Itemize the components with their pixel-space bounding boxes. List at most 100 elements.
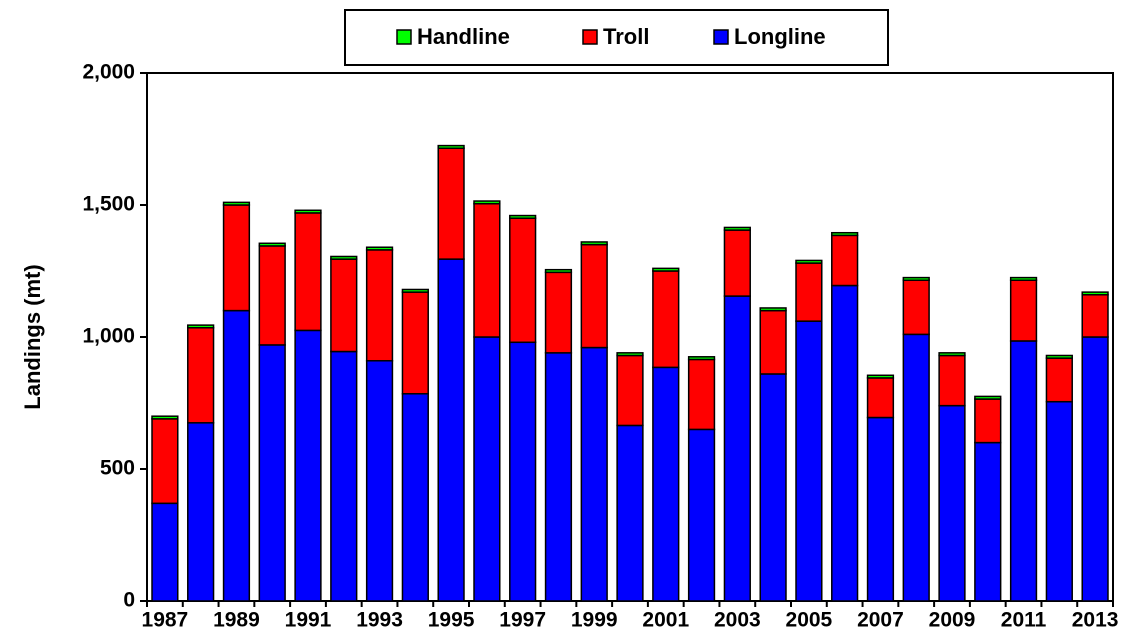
- bar-segment: [759, 307, 787, 312]
- x-tick-label: 2001: [642, 609, 689, 632]
- bar-segment: [1045, 357, 1073, 403]
- bar-segment: [795, 320, 823, 602]
- bar-segment: [258, 242, 286, 247]
- x-tick-label: 2007: [857, 609, 904, 632]
- bar-segment: [222, 201, 251, 206]
- bar-segment: [258, 245, 286, 346]
- bar-segment: [795, 259, 823, 264]
- bar-segment: [222, 309, 251, 602]
- y-tick-label: 1,500: [82, 193, 135, 216]
- bar-segment: [365, 246, 394, 251]
- bar-segment: [902, 279, 930, 336]
- bar-segment: [652, 267, 680, 272]
- bar-segment: [365, 249, 394, 362]
- bar-segment: [330, 258, 358, 353]
- bar-segment: [151, 502, 179, 602]
- bar-segment: [866, 374, 895, 379]
- bar-segment: [938, 404, 966, 602]
- legend-label: Handline: [417, 24, 510, 49]
- x-tick-label: 2005: [786, 609, 833, 632]
- bar-segment: [509, 341, 537, 602]
- bar-segment: [687, 428, 716, 602]
- bar-segment: [365, 360, 394, 602]
- bar-segment: [401, 291, 429, 395]
- bar-segment: [473, 202, 501, 338]
- bar-segment: [759, 373, 787, 602]
- bar-segment: [258, 344, 286, 602]
- bar-segment: [544, 268, 573, 274]
- bar-segment: [330, 350, 358, 602]
- bar-segment: [330, 255, 358, 260]
- x-tick-label: 1997: [499, 609, 546, 632]
- y-tick-label: 0: [123, 589, 135, 612]
- legend-label: Troll: [603, 24, 649, 49]
- bar-segment: [1045, 354, 1073, 359]
- bar-segment: [687, 356, 716, 361]
- bar-segment: [938, 352, 966, 357]
- bar-segment: [902, 276, 930, 281]
- bar-segment: [974, 395, 1002, 400]
- bar-segment: [1081, 294, 1109, 338]
- bar-segment: [616, 354, 644, 427]
- x-tick-label: 1989: [213, 609, 260, 632]
- x-tick-label: 1987: [142, 609, 189, 632]
- bar-segment: [473, 200, 501, 205]
- x-tick-label: 2013: [1072, 609, 1119, 632]
- bar-segment: [151, 418, 179, 505]
- bar-segment: [1009, 340, 1038, 602]
- bar-segment: [294, 212, 322, 332]
- x-tick-label: 2003: [714, 609, 761, 632]
- y-axis-label: Landings (mt): [20, 264, 45, 409]
- bar-segment: [759, 309, 787, 375]
- bar-segment: [509, 214, 537, 219]
- bar-segment: [544, 271, 573, 354]
- bar-segment: [723, 295, 751, 602]
- bar-segment: [652, 366, 680, 602]
- bar-segment: [580, 243, 608, 349]
- x-tick-label: 2009: [929, 609, 976, 632]
- bar-segment: [902, 333, 930, 602]
- bar-segment: [723, 226, 751, 231]
- bar-segment: [1009, 279, 1038, 342]
- x-tick-label: 1991: [285, 609, 332, 632]
- bar-segment: [795, 262, 823, 322]
- bar-segment: [294, 329, 322, 602]
- bar-segment: [723, 229, 751, 297]
- bar-segment: [437, 144, 465, 149]
- x-tick-label: 1995: [428, 609, 475, 632]
- bar-segment: [616, 352, 644, 357]
- x-tick-label: 1993: [356, 609, 403, 632]
- bar-segment: [938, 354, 966, 407]
- bar-segment: [473, 336, 501, 602]
- bar-segment: [151, 415, 179, 420]
- bar-segment: [401, 288, 429, 293]
- bar-segment: [437, 147, 465, 260]
- legend-swatch: [713, 29, 729, 45]
- y-tick-label: 2,000: [82, 61, 135, 84]
- bar-segment: [544, 352, 573, 602]
- bar-segment: [866, 377, 895, 419]
- bar-segment: [1081, 336, 1109, 602]
- bar-segment: [687, 358, 716, 431]
- bar-segment: [652, 270, 680, 369]
- legend-label: Longline: [734, 24, 826, 49]
- bar-segment: [437, 258, 465, 602]
- bar-segment: [831, 234, 859, 287]
- bar-segment: [1081, 291, 1109, 296]
- bar-segment: [509, 217, 537, 344]
- bar-segment: [187, 324, 215, 329]
- x-tick-label: 1999: [571, 609, 618, 632]
- bar-segment: [616, 424, 644, 602]
- y-tick-label: 500: [100, 457, 135, 480]
- bar-segment: [831, 231, 859, 237]
- y-tick-label: 1,000: [82, 325, 135, 348]
- bar-segment: [222, 204, 251, 312]
- bar-segment: [831, 284, 859, 602]
- bar-segment: [580, 241, 608, 246]
- bar-segment: [1045, 400, 1073, 602]
- bar-segment: [294, 209, 322, 214]
- legend-swatch: [582, 29, 598, 45]
- x-tick-label: 2011: [1001, 609, 1047, 632]
- bar-segment: [866, 416, 895, 602]
